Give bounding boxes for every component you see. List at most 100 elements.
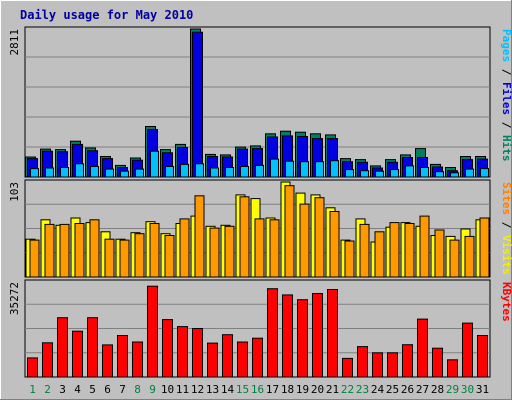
bar-kbytes-day-5 xyxy=(87,317,98,378)
day-label-17: 17 xyxy=(266,383,279,396)
bar-sites-day-22 xyxy=(344,240,355,278)
bar-sites-day-11 xyxy=(179,218,190,278)
bar-sites-day-7 xyxy=(119,239,130,278)
series-label-separator: / xyxy=(500,215,512,235)
bar-kbytes-day-18 xyxy=(282,294,293,378)
bar-pages-day-13 xyxy=(210,167,219,178)
day-label-14: 14 xyxy=(221,383,235,396)
series-label-files: Files xyxy=(500,82,512,115)
day-label-10: 10 xyxy=(161,383,174,396)
bar-sites-day-8 xyxy=(134,233,145,278)
bar-sites-day-29 xyxy=(449,239,460,278)
day-label-27: 27 xyxy=(416,383,429,396)
bar-kbytes-day-4 xyxy=(72,330,83,378)
bar-pages-day-21 xyxy=(330,160,339,178)
day-label-21: 21 xyxy=(326,383,339,396)
bar-sites-day-15 xyxy=(239,196,250,278)
bar-kbytes-day-21 xyxy=(327,289,338,378)
day-label-22: 22 xyxy=(341,383,354,396)
bar-pages-day-11 xyxy=(180,163,189,178)
bar-pages-day-2 xyxy=(45,167,54,178)
bar-kbytes-day-11 xyxy=(177,326,188,378)
bar-sites-day-16 xyxy=(254,218,265,278)
day-label-30: 30 xyxy=(461,383,474,396)
bar-kbytes-day-27 xyxy=(417,318,428,378)
bar-pages-day-17 xyxy=(270,158,279,178)
bar-sites-day-21 xyxy=(329,211,340,278)
bar-kbytes-day-1 xyxy=(27,357,38,378)
bar-sites-day-19 xyxy=(299,203,310,278)
bar-pages-day-25 xyxy=(390,169,399,178)
day-label-9: 9 xyxy=(149,383,156,396)
day-label-7: 7 xyxy=(119,383,126,396)
bar-kbytes-day-8 xyxy=(132,341,143,378)
bar-kbytes-day-7 xyxy=(117,335,128,378)
bar-kbytes-day-2 xyxy=(42,342,53,378)
panel-3: 35272 KBytes xyxy=(8,279,512,378)
day-label-19: 19 xyxy=(296,383,309,396)
series-label: Sites / Visits xyxy=(500,182,512,275)
bar-pages-day-12 xyxy=(195,163,204,178)
bar-sites-day-13 xyxy=(209,227,220,278)
bar-pages-day-24 xyxy=(375,170,384,178)
day-label-28: 28 xyxy=(431,383,444,396)
day-label-26: 26 xyxy=(401,383,414,396)
ymax-label: 2811 xyxy=(8,29,21,56)
bar-sites-day-28 xyxy=(434,229,445,278)
day-label-25: 25 xyxy=(386,383,399,396)
bar-kbytes-day-23 xyxy=(357,346,368,378)
bar-sites-day-30 xyxy=(464,235,475,278)
day-label-6: 6 xyxy=(104,383,111,396)
bar-sites-day-9 xyxy=(149,223,160,278)
bar-kbytes-day-14 xyxy=(222,334,233,378)
chart-panels: 2811 Pages / Files / Hits 103 Sites / Visit… xyxy=(8,26,512,378)
bar-kbytes-day-24 xyxy=(372,352,383,378)
bar-sites-day-3 xyxy=(59,223,70,278)
day-label-23: 23 xyxy=(356,383,369,396)
day-label-15: 15 xyxy=(236,383,249,396)
bar-kbytes-day-17 xyxy=(267,288,278,378)
series-label-sites: Sites xyxy=(500,182,512,215)
bar-pages-day-15 xyxy=(240,166,249,178)
bar-sites-day-5 xyxy=(89,219,100,278)
bar-files-day-12 xyxy=(192,31,203,178)
series-label-kbytes: KBytes xyxy=(500,282,512,322)
bar-kbytes-day-6 xyxy=(102,344,113,378)
bar-kbytes-day-10 xyxy=(162,319,173,378)
bar-sites-day-23 xyxy=(359,223,370,278)
bar-pages-day-4 xyxy=(75,163,84,178)
bar-pages-day-26 xyxy=(405,165,414,178)
bar-kbytes-day-9 xyxy=(147,285,158,378)
bar-sites-day-14 xyxy=(224,225,235,278)
bar-pages-day-22 xyxy=(345,169,354,178)
bar-kbytes-day-30 xyxy=(462,322,473,378)
day-label-12: 12 xyxy=(191,383,204,396)
series-label-separator: / xyxy=(500,115,512,135)
bar-pages-day-6 xyxy=(105,168,114,178)
bar-pages-day-5 xyxy=(90,166,99,178)
bar-sites-day-6 xyxy=(104,238,115,278)
bar-pages-day-27 xyxy=(420,167,429,178)
bar-sites-day-2 xyxy=(44,223,55,278)
bar-pages-day-29 xyxy=(450,172,459,178)
bar-kbytes-day-3 xyxy=(57,317,68,378)
series-label: Pages / Files / Hits xyxy=(500,29,512,162)
day-label-13: 13 xyxy=(206,383,219,396)
ymax-label: 103 xyxy=(8,182,21,202)
ymax-label: 35272 xyxy=(8,282,21,315)
day-label-31: 31 xyxy=(476,383,489,396)
bar-sites-day-26 xyxy=(404,223,415,278)
bar-kbytes-day-31 xyxy=(477,335,488,378)
panel-2: 103 Sites / Visits xyxy=(8,179,512,278)
bar-pages-day-7 xyxy=(120,170,129,178)
day-label-3: 3 xyxy=(59,383,66,396)
day-label-11: 11 xyxy=(176,383,189,396)
bar-pages-day-8 xyxy=(135,168,144,178)
series-label-visits: Visits xyxy=(500,235,512,275)
bar-pages-day-19 xyxy=(300,161,309,178)
bar-sites-day-27 xyxy=(419,215,430,278)
day-label-5: 5 xyxy=(89,383,96,396)
bar-kbytes-day-22 xyxy=(342,357,353,378)
